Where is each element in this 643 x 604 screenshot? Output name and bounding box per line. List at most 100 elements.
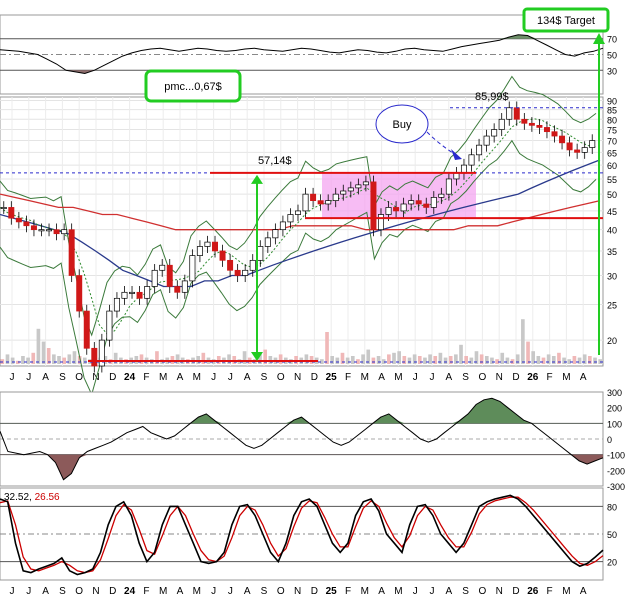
stochastic-x-tick-label: M [159,586,167,597]
rsi-line [0,34,604,75]
price-x-tick-label: 25 [326,372,338,383]
candle-body [453,172,460,180]
volume-bar [371,357,376,364]
stochastic-x-tick-label: J [10,586,15,597]
candle-body [144,286,151,299]
target-label: 134$ Target [537,15,595,27]
volume-bar [340,352,345,364]
momentum-y-tick-label: 300 [607,388,622,398]
volume-bar [454,354,458,364]
volume-bar [113,352,118,364]
stochastic-title-d: 26.56 [35,492,60,503]
volume-bar [484,356,489,364]
volume-bar [428,354,432,364]
volume-bar [567,359,572,364]
candle-body [91,347,98,367]
candle-body [415,200,422,205]
candle-body [106,310,113,341]
volume-bar [443,357,448,364]
volume-bar [417,356,422,364]
volume-bar [381,359,386,364]
stochastic-x-tick-label: M [361,586,369,597]
volume-bar [82,357,87,364]
stochastic-x-tick-label: N [496,586,503,597]
candle-body [76,275,83,312]
stochastic-x-tick-label: 24 [124,586,136,597]
volume-bar [361,354,365,364]
candle-body [393,207,400,212]
volume-bar [325,332,329,364]
candle-body [189,255,196,282]
stochastic-x-tick-label: O [479,586,487,597]
price-y-tick-label: 75 [607,126,617,136]
volume-bar [320,359,324,364]
price-x-tick-label: J [228,372,233,383]
stochastic-x-tick-label: J [228,586,233,597]
volume-bar [155,351,159,364]
price-x-tick-label: F [547,372,553,383]
price-y-tick-label: 30 [607,272,617,282]
volume-bar [397,351,401,364]
candle-body [400,203,407,212]
candle-body [543,127,550,133]
momentum-positive-fill [0,398,603,424]
candle-body [483,135,490,146]
bollinger-upper [0,75,597,337]
volume-bar [526,341,530,364]
candle-body [8,207,15,219]
price-x-tick-label: M [361,372,369,383]
volume-bar [278,354,283,364]
stochastic-title: 32.52, 26.56 [4,492,60,503]
buy-label: Buy [393,119,412,131]
candle-body [347,187,354,192]
candle-body [445,178,452,195]
volume-bar [521,319,525,364]
candle-body [242,269,249,276]
candle-body [581,147,588,153]
stochastic-x-tick-label: A [177,586,184,597]
candle-body [38,229,45,232]
stochastic-y-tick-label: 50 [607,530,617,540]
candle-body [295,210,301,215]
volume-bar [26,357,30,364]
price-x-tick-label: A [177,372,184,383]
stochastic-d-line [0,496,604,574]
stochastic-x-tick-label: A [445,586,452,597]
price-x-tick-label: A [244,372,251,383]
volume-bar [201,352,206,364]
stochastic-x-tick-label: D [109,586,116,597]
stochastic-x-tick-label: N [294,586,301,597]
price-x-tick-label: S [59,372,66,383]
stochastic-x-tick-label: J [211,586,216,597]
volume-bar [531,351,535,364]
candle-body [574,149,581,153]
stochastic-x-tick-label: A [378,586,385,597]
buy-ellipse [375,104,429,144]
stochastic-x-tick-label: A [244,586,251,597]
volume-bar [515,354,520,364]
volume-bar [335,357,340,364]
volume-bar [505,357,510,364]
candle-body [113,297,120,312]
volume-bar [387,354,391,364]
price-x-tick-label: A [378,372,385,383]
level-label-86: 85,99$ [475,91,509,103]
momentum-y-tick-label: 100 [607,419,622,429]
stochastic-x-tick-label: A [42,586,49,597]
stochastic-x-tick-label: O [75,586,83,597]
price-x-tick-label: J [26,372,31,383]
volume-bar [304,354,309,364]
candle-body [468,154,475,166]
volume-bar [227,354,231,364]
volume-bar [366,349,371,364]
consolidation-box [322,172,476,219]
volume-bar [495,359,499,364]
volume-bar [10,357,15,364]
price-x-tick-label: M [193,372,201,383]
volume-bar [72,351,77,364]
candle-body [23,221,30,227]
candle-body [98,339,105,367]
candle-body [559,135,566,144]
candle-body [340,190,347,195]
